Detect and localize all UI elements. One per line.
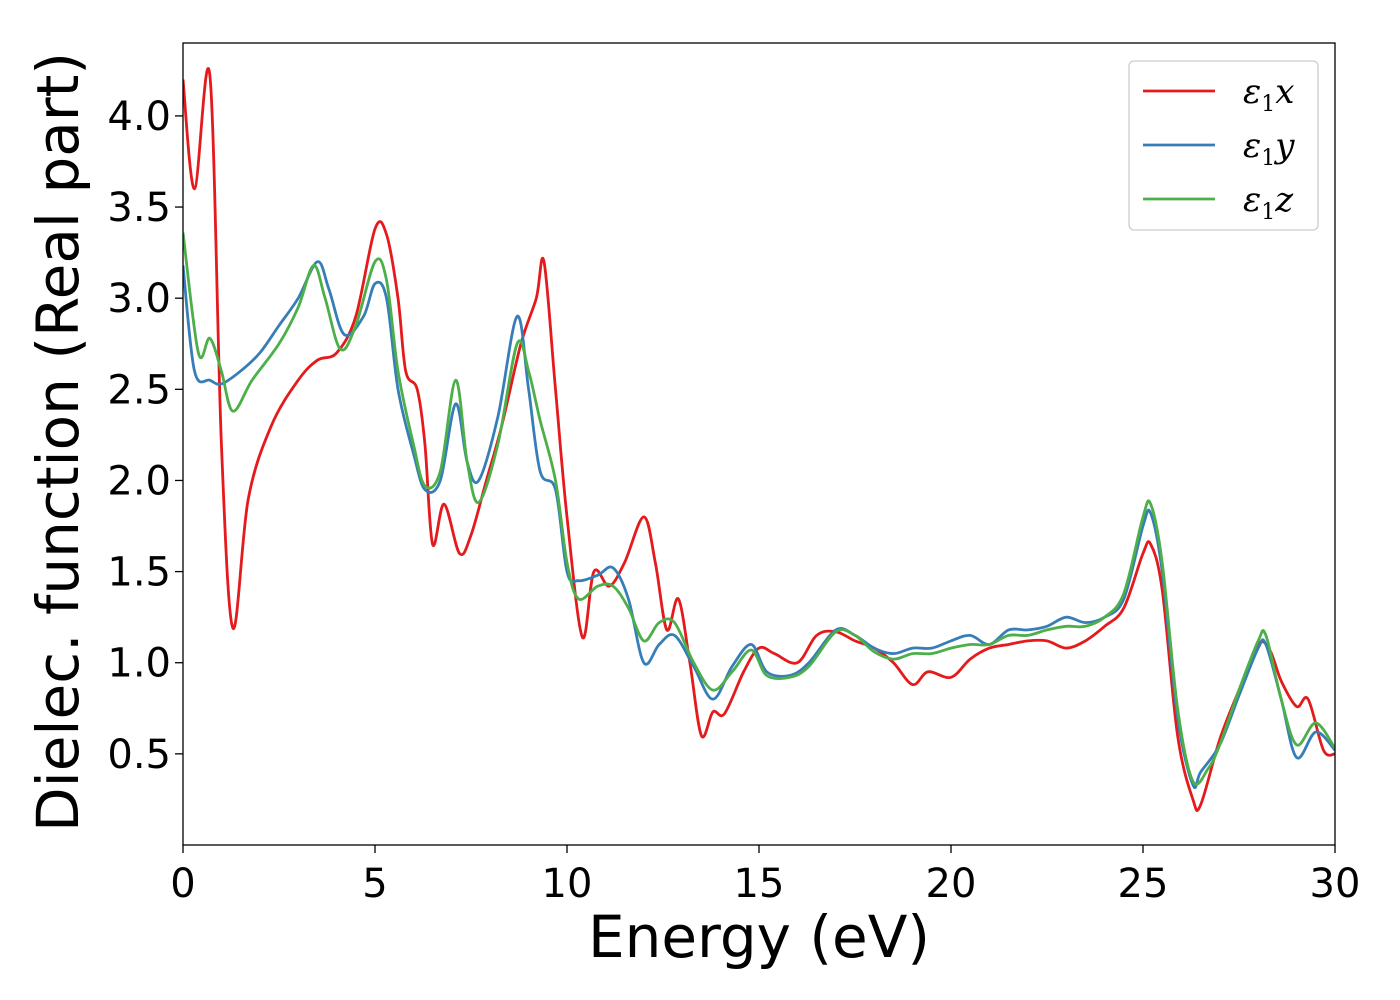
y-tick-label: 3.0 [107,276,171,322]
y-tick-label: 1.0 [107,641,171,687]
y-tick-label: 1.5 [107,550,171,596]
x-axis-title: Energy (eV) [588,903,930,971]
y-axis: 0.5 1.0 1.5 2.0 2.5 3.0 3.5 4.0 [107,94,183,778]
y-tick-label: 2.5 [107,367,171,413]
series-line-x [183,67,1335,813]
series-line-y [183,260,1335,790]
y-tick-label: 4.0 [107,94,171,140]
y-axis-title: Dielec. function (Real part) [24,52,92,832]
legend-item-y: ε1y [1143,126,1295,171]
x-axis: 0 5 10 15 20 25 30 [170,845,1360,907]
legend-label: ε1y [1243,126,1295,171]
legend-label: ε1x [1243,72,1294,117]
x-tick-label: 0 [170,861,195,907]
y-tick-label: 3.5 [107,185,171,231]
x-tick-label: 5 [362,861,387,907]
legend-item-z: ε1z [1143,180,1294,225]
y-tick-label: 0.5 [107,732,171,778]
x-tick-label: 30 [1310,861,1361,907]
x-tick-label: 15 [734,861,785,907]
legend-label: ε1z [1243,180,1294,225]
legend: ε1x ε1y ε1z [1128,60,1319,231]
x-tick-label: 20 [926,861,977,907]
y-tick-label: 2.0 [107,458,171,504]
legend-box [1128,60,1319,231]
x-tick-label: 10 [542,861,593,907]
legend-item-x: ε1x [1143,72,1294,117]
plot-lines [183,67,1335,813]
x-tick-label: 25 [1118,861,1169,907]
series-line-z [183,232,1335,786]
